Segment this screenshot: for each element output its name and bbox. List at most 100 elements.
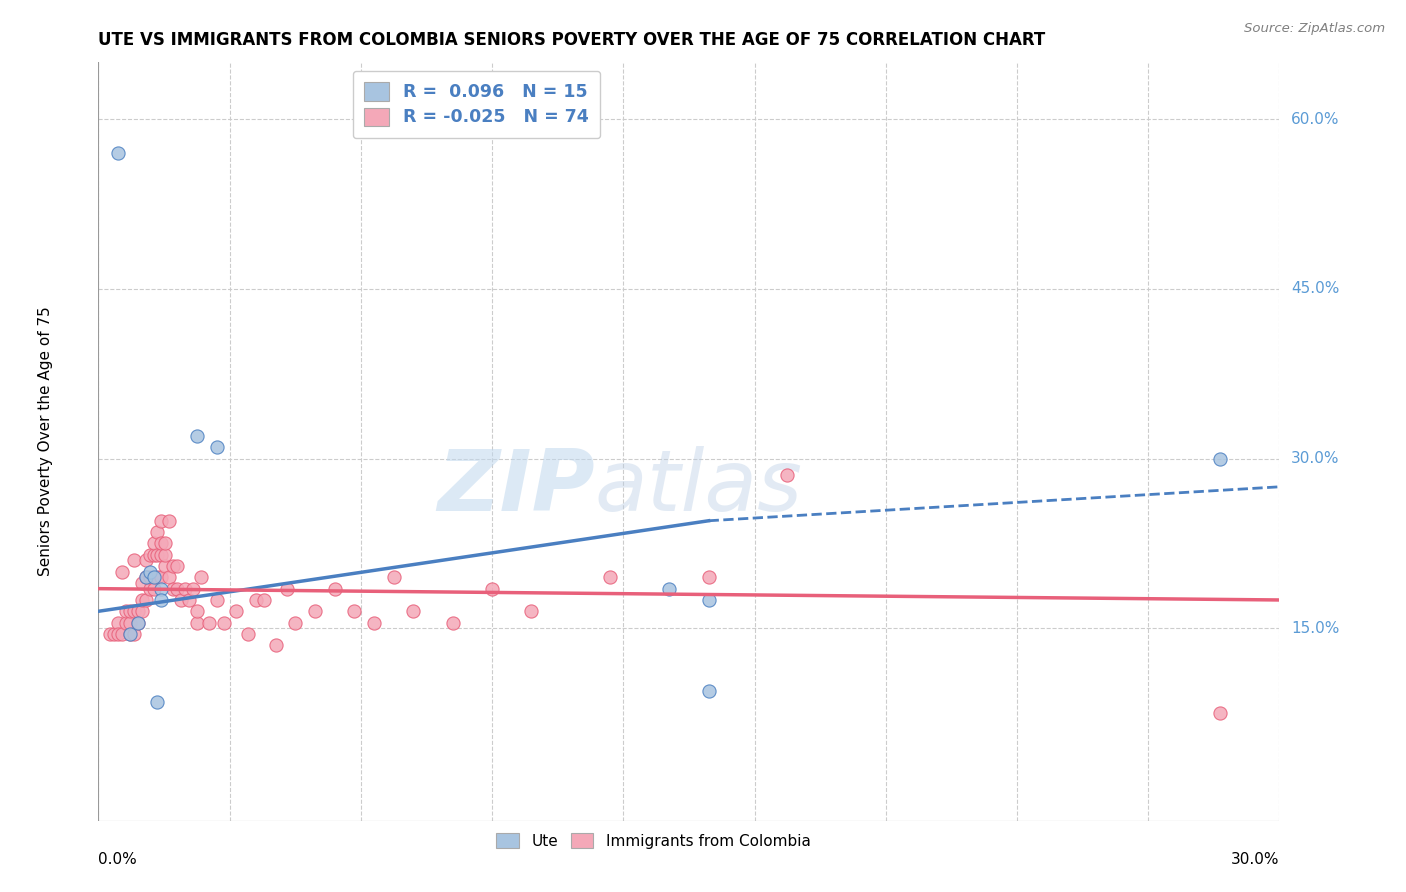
Point <box>264 638 287 652</box>
Point <box>150 570 173 584</box>
Point <box>304 604 326 618</box>
Point <box>174 582 197 596</box>
Point <box>1209 706 1232 720</box>
Point <box>776 468 799 483</box>
Text: UTE VS IMMIGRANTS FROM COLOMBIA SENIORS POVERTY OVER THE AGE OF 75 CORRELATION C: UTE VS IMMIGRANTS FROM COLOMBIA SENIORS … <box>98 31 1046 49</box>
Point <box>127 615 149 630</box>
Point <box>697 593 720 607</box>
Point <box>135 593 157 607</box>
Point <box>122 553 145 567</box>
Point <box>363 615 385 630</box>
Point <box>214 615 236 630</box>
Point <box>599 570 621 584</box>
Point <box>118 627 141 641</box>
Text: Seniors Poverty Over the Age of 75: Seniors Poverty Over the Age of 75 <box>38 307 53 576</box>
Point <box>190 570 212 584</box>
Point <box>146 524 169 539</box>
Point <box>157 570 180 584</box>
Point <box>697 683 720 698</box>
Point <box>131 576 153 591</box>
Point <box>225 604 247 618</box>
Point <box>103 627 125 641</box>
Point <box>205 440 228 454</box>
Text: 30.0%: 30.0% <box>1232 853 1279 867</box>
Point <box>155 536 177 550</box>
Point <box>162 559 184 574</box>
Point <box>131 604 153 618</box>
Point <box>98 627 121 641</box>
Point <box>115 604 138 618</box>
Point <box>697 570 720 584</box>
Point <box>115 615 138 630</box>
Text: 30.0%: 30.0% <box>1291 451 1340 466</box>
Point <box>142 548 165 562</box>
Point <box>150 548 173 562</box>
Point <box>142 582 165 596</box>
Point <box>186 429 208 443</box>
Point <box>107 627 129 641</box>
Text: 15.0%: 15.0% <box>1291 621 1340 636</box>
Point <box>142 536 165 550</box>
Point <box>118 627 141 641</box>
Text: ZIP: ZIP <box>437 445 595 529</box>
Point <box>122 604 145 618</box>
Point <box>186 615 208 630</box>
Point <box>1209 451 1232 466</box>
Point <box>343 604 366 618</box>
Point <box>138 570 160 584</box>
Point <box>177 593 200 607</box>
Point <box>245 593 267 607</box>
Legend: Ute, Immigrants from Colombia: Ute, Immigrants from Colombia <box>491 827 817 855</box>
Point <box>146 695 169 709</box>
Point <box>157 514 180 528</box>
Point <box>131 593 153 607</box>
Point <box>150 514 173 528</box>
Point <box>135 570 157 584</box>
Point <box>111 565 134 579</box>
Point <box>166 559 188 574</box>
Point <box>122 627 145 641</box>
Point <box>253 593 276 607</box>
Point <box>155 548 177 562</box>
Point <box>150 536 173 550</box>
Text: Source: ZipAtlas.com: Source: ZipAtlas.com <box>1244 22 1385 36</box>
Point <box>162 582 184 596</box>
Point <box>236 627 259 641</box>
Point <box>138 582 160 596</box>
Point <box>138 565 160 579</box>
Text: 0.0%: 0.0% <box>98 853 138 867</box>
Point <box>150 593 173 607</box>
Point <box>166 582 188 596</box>
Point <box>186 604 208 618</box>
Point <box>658 582 681 596</box>
Point <box>111 627 134 641</box>
Point <box>138 548 160 562</box>
Point <box>276 582 298 596</box>
Point <box>155 559 177 574</box>
Point <box>127 615 149 630</box>
Point <box>481 582 503 596</box>
Point <box>197 615 219 630</box>
Point <box>402 604 425 618</box>
Text: 60.0%: 60.0% <box>1291 112 1340 127</box>
Point <box>146 570 169 584</box>
Point <box>382 570 405 584</box>
Text: 45.0%: 45.0% <box>1291 281 1340 296</box>
Point <box>107 145 129 160</box>
Point <box>135 570 157 584</box>
Point <box>146 548 169 562</box>
Point <box>142 570 165 584</box>
Point <box>150 582 173 596</box>
Point <box>118 615 141 630</box>
Point <box>441 615 464 630</box>
Point <box>284 615 307 630</box>
Point <box>127 604 149 618</box>
Point <box>170 593 193 607</box>
Point <box>520 604 543 618</box>
Point <box>107 615 129 630</box>
Text: atlas: atlas <box>595 445 803 529</box>
Point <box>323 582 346 596</box>
Point <box>205 593 228 607</box>
Point <box>118 604 141 618</box>
Point <box>135 553 157 567</box>
